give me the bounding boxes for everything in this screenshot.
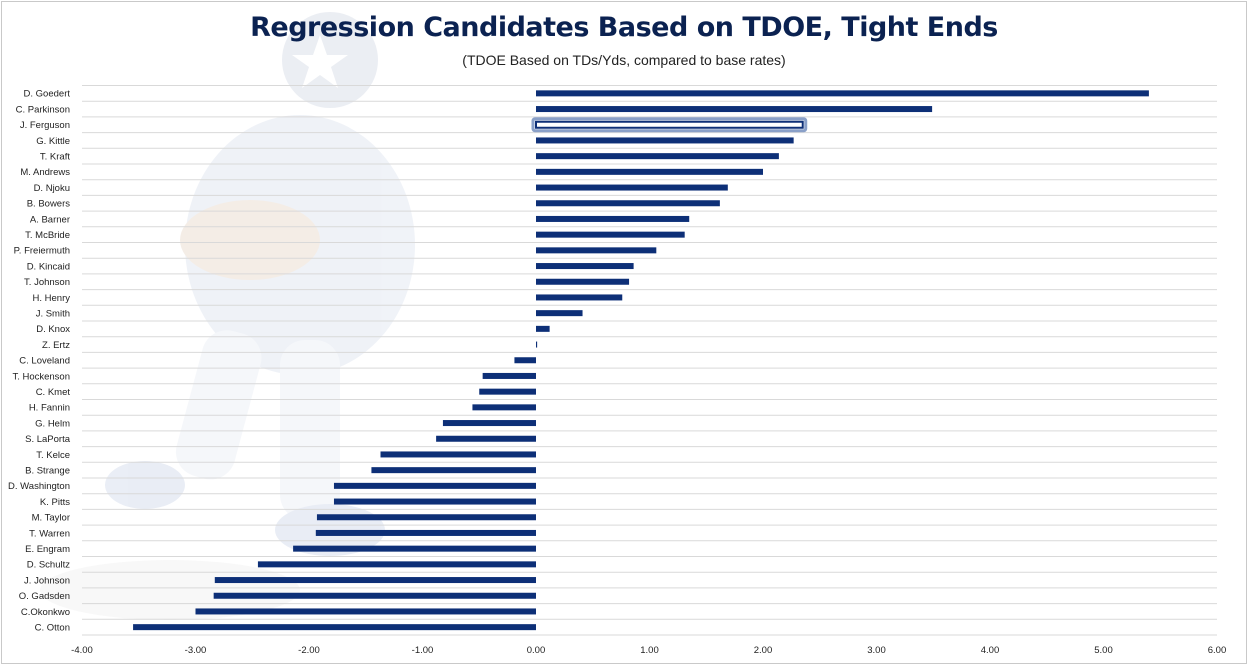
- bar-b-strange[interactable]: [371, 467, 536, 474]
- category-label: G. Kittle: [36, 136, 70, 147]
- bar-b-bowers[interactable]: [536, 200, 720, 207]
- bar-t-kelce[interactable]: [380, 451, 536, 458]
- category-label: C.Okonkwo: [21, 607, 70, 618]
- bar-j-johnson[interactable]: [214, 577, 537, 584]
- bar-t-warren[interactable]: [315, 529, 536, 536]
- bar-k-pitts[interactable]: [333, 498, 536, 505]
- category-label: A. Barner: [30, 214, 70, 225]
- category-label: C. Parkinson: [16, 104, 70, 115]
- bar-o-gadsden[interactable]: [213, 592, 536, 599]
- category-label: E. Engram: [25, 544, 70, 555]
- category-label: D. Kincaid: [27, 261, 70, 272]
- category-label: M. Andrews: [20, 167, 70, 178]
- category-label: D. Goedert: [24, 89, 71, 100]
- bar-s-laporta[interactable]: [436, 435, 536, 442]
- x-tick-label: -1.00: [412, 645, 434, 656]
- bar-c-kmet[interactable]: [479, 388, 536, 395]
- x-tick-label: -2.00: [298, 645, 320, 656]
- x-tick-label: -4.00: [71, 645, 93, 656]
- bar-g-helm[interactable]: [442, 420, 536, 427]
- chart-subtitle: (TDOE Based on TDs/Yds, compared to base…: [462, 52, 786, 68]
- category-label: Z. Ertz: [42, 340, 70, 351]
- x-tick-label: -3.00: [185, 645, 207, 656]
- category-label: G. Helm: [35, 418, 70, 429]
- bar-j-smith[interactable]: [536, 310, 583, 317]
- category-label: D. Knox: [36, 324, 70, 335]
- category-label: B. Bowers: [27, 199, 71, 210]
- bar-z-ertz[interactable]: [536, 341, 538, 348]
- bar-t-hockenson[interactable]: [482, 372, 536, 379]
- category-label: C. Kmet: [36, 387, 71, 398]
- bar-t-mcbride[interactable]: [536, 231, 685, 238]
- category-label: H. Henry: [33, 293, 71, 304]
- category-label: D. Washington: [8, 481, 70, 492]
- bar-h-henry[interactable]: [536, 294, 623, 301]
- bar-j-ferguson[interactable]: [535, 120, 804, 129]
- bar-g-kittle[interactable]: [536, 137, 794, 144]
- x-tick-label: 3.00: [867, 645, 886, 656]
- category-label: J. Johnson: [24, 575, 70, 586]
- bar-d-knox[interactable]: [536, 325, 550, 332]
- category-label: O. Gadsden: [19, 591, 70, 602]
- category-label: T. Warren: [29, 528, 70, 539]
- bar-c-okonkwo[interactable]: [195, 608, 537, 615]
- bar-d-goedert[interactable]: [536, 90, 1149, 97]
- bar-e-engram[interactable]: [293, 545, 536, 552]
- x-tick-label: 1.00: [640, 645, 659, 656]
- category-label: P. Freiermuth: [14, 246, 70, 257]
- category-label: B. Strange: [25, 465, 70, 476]
- category-label: T. Kraft: [40, 151, 70, 162]
- category-label: T. Johnson: [24, 277, 70, 288]
- bar-p-freiermuth[interactable]: [536, 247, 657, 254]
- bar-m-andrews[interactable]: [536, 168, 763, 175]
- category-label: T. Kelce: [36, 450, 70, 461]
- x-tick-label: 2.00: [754, 645, 773, 656]
- bar-c-parkinson[interactable]: [536, 106, 933, 113]
- bar-h-fannin[interactable]: [472, 404, 536, 411]
- chart-title: Regression Candidates Based on TDOE, Tig…: [250, 12, 998, 43]
- category-label: K. Pitts: [40, 497, 70, 508]
- category-label: C. Loveland: [19, 356, 70, 367]
- category-label: T. McBride: [25, 230, 70, 241]
- category-label: C. Otton: [35, 622, 70, 633]
- x-tick-label: 6.00: [1208, 645, 1227, 656]
- category-label: D. Njoku: [34, 183, 70, 194]
- bar-t-kraft[interactable]: [536, 153, 779, 160]
- x-tick-label: 5.00: [1094, 645, 1113, 656]
- bar-highlight-glow: [531, 117, 808, 133]
- category-label: T. Hockenson: [12, 371, 70, 382]
- bar-t-johnson[interactable]: [536, 278, 630, 285]
- category-label: M. Taylor: [32, 513, 70, 524]
- bar-d-njoku[interactable]: [536, 184, 728, 191]
- category-label: H. Fannin: [29, 403, 70, 414]
- tight-end-mascot-watermark: [40, 12, 415, 620]
- bar-m-taylor[interactable]: [316, 514, 536, 521]
- category-label: J. Smith: [36, 308, 70, 319]
- bar-d-kincaid[interactable]: [536, 263, 634, 270]
- bar-d-schultz[interactable]: [257, 561, 536, 568]
- bar-a-barner[interactable]: [536, 215, 690, 222]
- bar-c-loveland[interactable]: [514, 357, 536, 364]
- x-tick-label: 4.00: [981, 645, 1000, 656]
- bar-d-washington[interactable]: [333, 482, 536, 489]
- x-tick-label: 0.00: [527, 645, 546, 656]
- category-label: D. Schultz: [27, 560, 71, 571]
- category-label: J. Ferguson: [20, 120, 70, 131]
- category-label: S. LaPorta: [25, 434, 71, 445]
- bar-c-otton[interactable]: [133, 624, 536, 631]
